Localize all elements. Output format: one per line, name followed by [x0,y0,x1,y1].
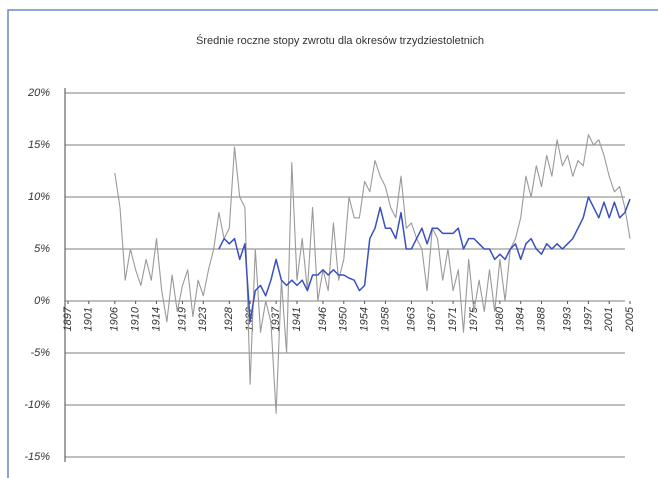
series-line [114,134,631,414]
y-tick-label: -15% [24,451,50,463]
x-tick-label: 1941 [291,307,303,331]
x-tick-label: 1910 [130,306,142,331]
y-tick-label: 10% [28,191,50,203]
y-tick-label: -10% [24,399,50,411]
x-tick-label: 1988 [535,306,547,331]
x-tick-label: 1901 [83,307,95,331]
frame [7,9,658,478]
x-tick-label: 2005 [624,306,636,332]
y-tick-label: 5% [34,243,50,255]
x-tick-label: 1967 [426,306,438,331]
x-tick-label: 1975 [468,306,480,331]
x-tick-label: 1958 [379,306,391,331]
x-tick-label: 1993 [561,306,573,331]
y-tick-label: 15% [28,139,50,151]
x-tick-label: 1950 [338,306,350,331]
x-tick-label: 1971 [447,307,459,331]
x-tick-label: 1937 [270,306,282,331]
x-tick-label: 1997 [582,306,594,331]
x-tick-label: 1954 [359,307,371,331]
x-tick-label: 1906 [109,306,121,331]
x-tick-label: 1946 [317,306,329,331]
x-tick-label: 1928 [223,306,235,331]
x-tick-label: 1897 [62,306,74,331]
x-tick-label: 1914 [150,307,162,331]
x-tick-label: 2001 [603,307,615,332]
y-tick-label: -5% [30,347,50,359]
series-line [218,196,631,323]
x-tick-label: 1919 [176,307,188,331]
x-tick-label: 1963 [405,306,417,331]
y-tick-label: 0% [34,295,50,307]
y-tick-label: 20% [27,87,50,99]
x-tick-label: 1923 [197,306,209,331]
x-tick-label: 1980 [494,306,506,331]
x-tick-label: 1984 [515,307,527,331]
chart-title: Średnie roczne stopy zwrotu dla okresów … [196,34,484,47]
